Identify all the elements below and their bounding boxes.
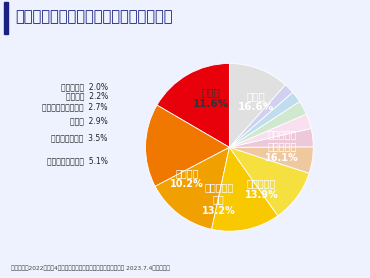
Text: 呼吸器疾患  2.0%: 呼吸器疾患 2.0% (61, 83, 108, 92)
Text: 高齢による
衰弱
13.2%: 高齢による 衰弱 13.2% (202, 183, 236, 216)
Text: 介護が必要となった主な原因の構成割合: 介護が必要となった主な原因の構成割合 (15, 9, 172, 24)
Text: 骨折・転倒
13.9%: 骨折・転倒 13.9% (245, 178, 278, 200)
Wedge shape (229, 63, 285, 147)
Text: 脊髄損傷  2.2%: 脊髄損傷 2.2% (65, 91, 108, 100)
Wedge shape (229, 92, 300, 147)
Text: 関節疾患
10.2%: 関節疾患 10.2% (170, 168, 204, 190)
Text: 脳血管疾患
（脳卒中）
16.1%: 脳血管疾患 （脳卒中） 16.1% (265, 130, 299, 163)
Wedge shape (229, 114, 311, 147)
Wedge shape (212, 147, 278, 231)
Wedge shape (229, 147, 309, 216)
Wedge shape (155, 147, 229, 229)
Text: 認知症
16.6%: 認知症 16.6% (238, 91, 274, 112)
Bar (4, 2, 8, 34)
Wedge shape (229, 128, 313, 147)
Text: パーキンソン病  3.5%: パーキンソン病 3.5% (51, 133, 108, 142)
Wedge shape (229, 101, 306, 147)
Wedge shape (229, 147, 313, 173)
Text: 悪性新生物（がん）  2.7%: 悪性新生物（がん） 2.7% (42, 102, 108, 111)
Wedge shape (157, 63, 229, 147)
Wedge shape (229, 85, 293, 147)
Text: その他
11.6%: その他 11.6% (192, 87, 229, 109)
Text: 糖尿病  2.9%: 糖尿病 2.9% (70, 116, 108, 125)
Wedge shape (145, 105, 229, 186)
Text: （出典：「2022（令和4）年国民生活基礎調査の概況」厚生労働省 2023.7.4より作図）: （出典：「2022（令和4）年国民生活基礎調査の概況」厚生労働省 2023.7.… (11, 265, 170, 271)
Text: 心疾患（心臓病）  5.1%: 心疾患（心臓病） 5.1% (47, 156, 108, 165)
